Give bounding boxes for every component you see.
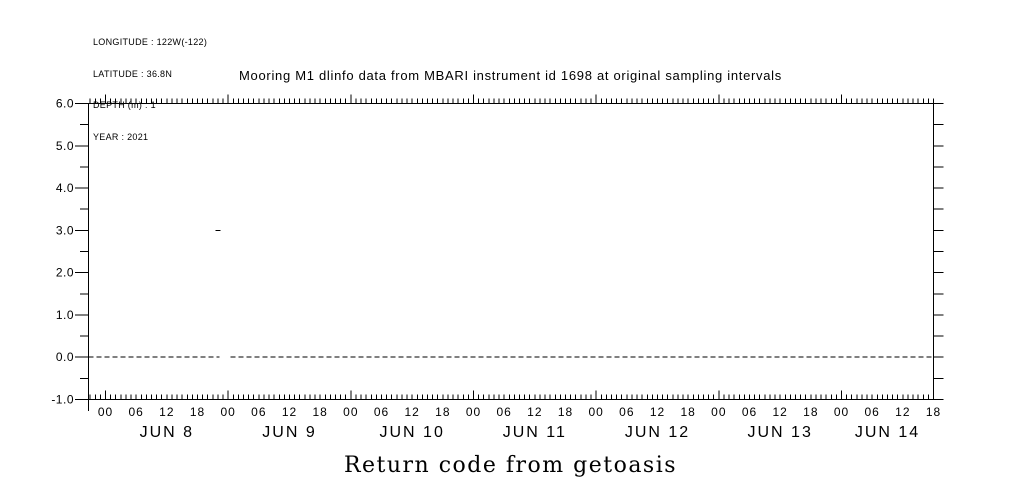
x-hour-tick-label: 18 xyxy=(190,405,205,419)
x-hour-tick-label: 00 xyxy=(588,405,603,419)
x-hour-tick-label: 00 xyxy=(98,405,113,419)
x-hour-tick-label: 12 xyxy=(650,405,665,419)
x-axis-bottom-ticks xyxy=(89,390,934,400)
y-tick-label: 0.0 xyxy=(56,350,74,364)
x-hour-tick-label: 06 xyxy=(128,405,143,419)
header-longitude: LONGITUDE : 122W(-122) xyxy=(93,37,208,47)
y-tick-label: 5.0 xyxy=(56,139,74,153)
y-tick-labels: 6.0 5.0 4.0 3.0 2.0 1.0 0.0 -1.0 xyxy=(51,97,74,407)
x-hour-tick-label: 06 xyxy=(864,405,879,419)
x-hour-tick-label: 18 xyxy=(558,405,573,419)
x-hour-tick-label: 06 xyxy=(496,405,511,419)
y-axis-left-ticks xyxy=(75,103,89,400)
x-axis-top-ticks xyxy=(89,94,934,104)
x-hour-tick-label: 18 xyxy=(803,405,818,419)
y-tick-label: 6.0 xyxy=(56,97,74,111)
y-tick-label: 3.0 xyxy=(56,223,74,237)
x-hour-tick-label: 18 xyxy=(312,405,327,419)
x-day-labels: JUN 8 JUN 9 JUN 10 JUN 11 JUN 12 JUN 13 JUN 14 xyxy=(140,424,920,441)
header-info-block: LONGITUDE : 122W(-122) LATITUDE : 36.8N … xyxy=(93,16,207,153)
y-tick-label: 2.0 xyxy=(56,266,74,280)
header-latitude: LATITUDE : 36.8N xyxy=(93,68,173,79)
x-day-label: JUN 8 xyxy=(140,424,194,441)
x-day-label: JUN 13 xyxy=(747,424,812,441)
x-hour-tick-label: 12 xyxy=(282,405,297,419)
x-hour-tick-label: 06 xyxy=(742,405,757,419)
x-hour-tick-label: 00 xyxy=(466,405,481,419)
x-hour-tick-label: 00 xyxy=(711,405,726,419)
y-tick-label: 4.0 xyxy=(56,181,74,195)
x-hour-tick-label: 06 xyxy=(619,405,634,419)
x-hour-tick-label: 00 xyxy=(834,405,849,419)
x-hour-tick-label: 06 xyxy=(251,405,266,419)
chart-caption: Return code from getoasis xyxy=(343,453,678,478)
x-hour-tick-label: 06 xyxy=(374,405,389,419)
x-hour-tick-label: 00 xyxy=(220,405,235,419)
x-hour-tick-label: 18 xyxy=(680,405,695,419)
y-axis-right-ticks xyxy=(933,103,944,400)
y-tick-label: 1.0 xyxy=(56,308,74,322)
header-year: YEAR : 2021 xyxy=(93,131,149,142)
x-hour-tick-label: 12 xyxy=(895,405,910,419)
x-day-label: JUN 14 xyxy=(855,424,920,441)
x-day-label: JUN 10 xyxy=(379,424,444,441)
x-hour-tick-label: 12 xyxy=(159,405,174,419)
header-depth: DEPTH (m) : 1 xyxy=(93,100,156,110)
x-hour-tick-label: 18 xyxy=(926,405,941,419)
x-hour-tick-labels: 00 06 12 18 00 06 12 18 00 06 12 18 00 06 12 18 00 06 12 18… xyxy=(98,405,941,419)
plot-title: Mooring M1 dlinfo data from MBARI instru… xyxy=(239,68,782,83)
data-series-line xyxy=(88,229,934,358)
plot-frame xyxy=(88,103,934,411)
x-day-label: JUN 11 xyxy=(503,424,567,441)
x-hour-tick-label: 12 xyxy=(772,405,787,419)
x-day-label: JUN 12 xyxy=(625,424,690,441)
x-day-label: JUN 9 xyxy=(262,424,316,441)
x-hour-tick-label: 00 xyxy=(343,405,358,419)
y-tick-label: -1.0 xyxy=(51,393,74,407)
x-hour-tick-label: 12 xyxy=(527,405,542,419)
x-hour-tick-label: 12 xyxy=(404,405,419,419)
x-hour-tick-label: 18 xyxy=(435,405,450,419)
